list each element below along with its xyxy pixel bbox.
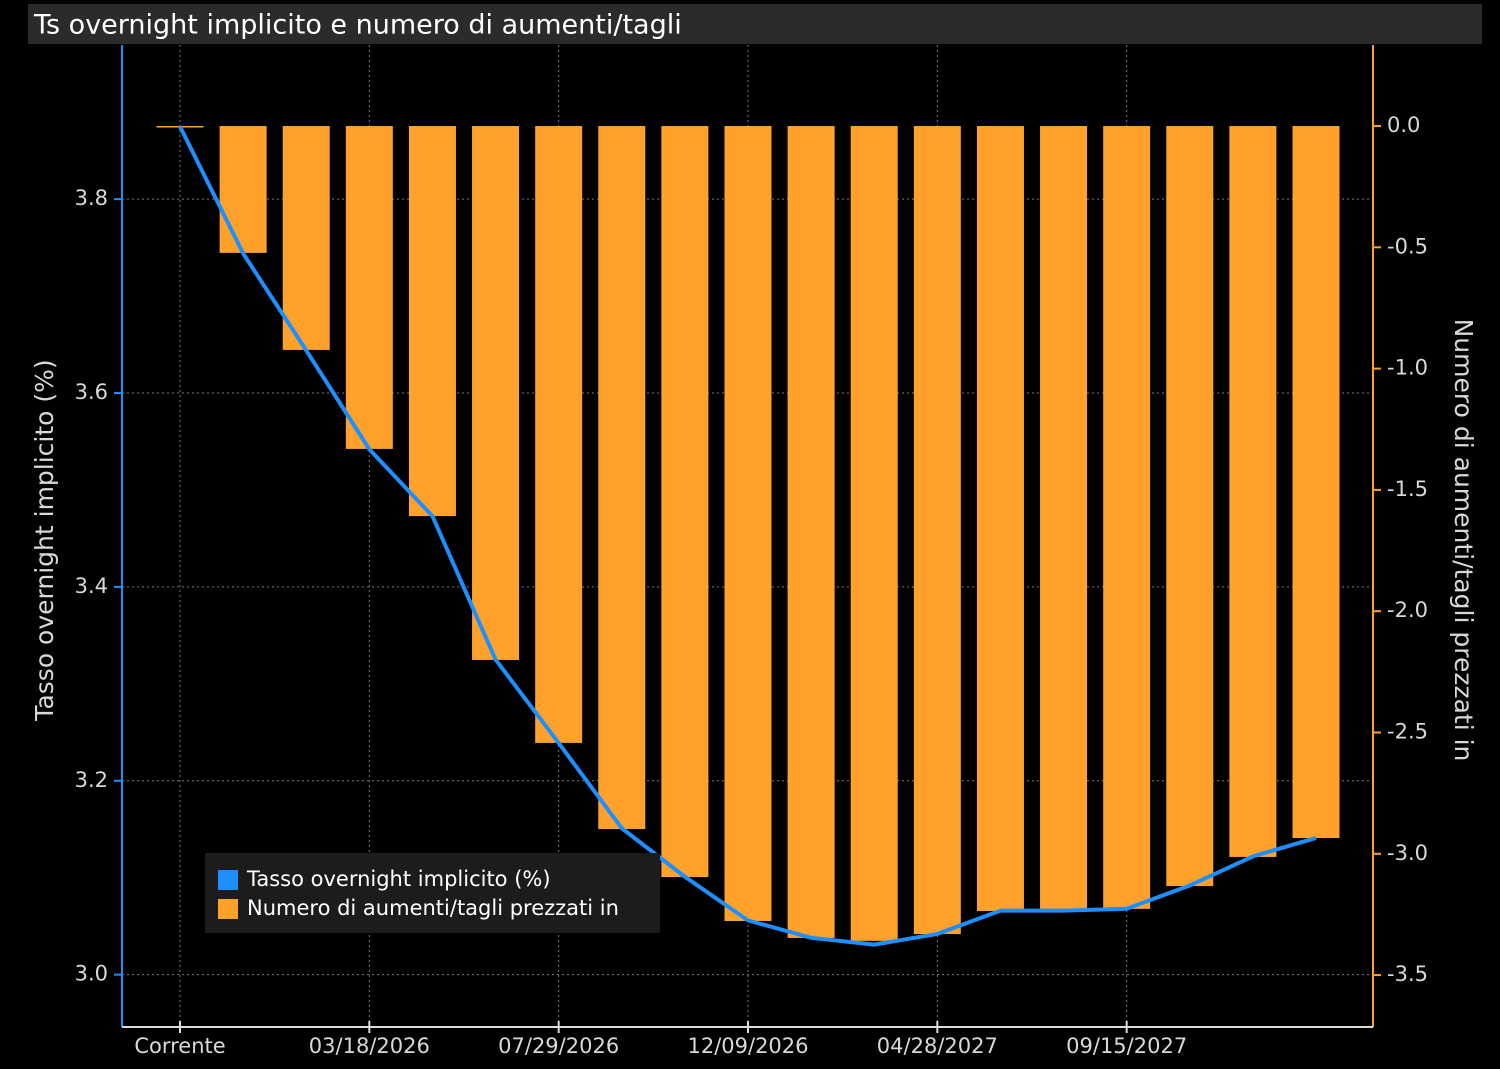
y2-tick-label: -1.0 [1387, 356, 1428, 380]
chart-title: Ts overnight implicito e numero di aumen… [33, 10, 682, 41]
bar [282, 126, 330, 350]
x-tick-label: 03/18/2026 [309, 1034, 430, 1058]
y-tick-label: 3.8 [75, 186, 108, 210]
y2-axis-label: Numero di aumenti/tagli prezzati in [1449, 319, 1478, 762]
bar [1166, 126, 1214, 887]
y-tick-label: 3.0 [75, 962, 108, 986]
bar [345, 126, 393, 449]
bar [598, 126, 646, 830]
title-bar [28, 4, 1482, 44]
y2-tick-label: -1.5 [1387, 477, 1428, 501]
bar [1040, 126, 1088, 909]
y2-tick-label: 0.0 [1387, 113, 1420, 137]
x-tick-label: 07/29/2026 [498, 1034, 619, 1058]
y-tick-label: 3.6 [75, 380, 108, 404]
bar [724, 126, 772, 921]
y2-tick-label: -3.0 [1387, 841, 1428, 865]
bar [1229, 126, 1277, 857]
bar [913, 126, 961, 935]
bar [535, 126, 583, 743]
x-tick-label: 04/28/2027 [877, 1034, 998, 1058]
bar [787, 126, 835, 938]
y2-tick-label: -3.5 [1387, 962, 1428, 986]
bar [1292, 126, 1340, 839]
legend-label: Tasso overnight implicito (%) [246, 867, 551, 891]
bar [850, 126, 898, 941]
bar [219, 126, 267, 253]
legend-swatch [218, 870, 238, 890]
y2-tick-label: -0.5 [1387, 234, 1428, 258]
legend-label: Numero di aumenti/tagli prezzati in [247, 896, 619, 920]
legend: Tasso overnight implicito (%) Numero di a… [205, 853, 660, 933]
y2-tick-label: -2.0 [1387, 598, 1428, 622]
x-tick-label: 09/15/2027 [1066, 1034, 1187, 1058]
bar [472, 126, 520, 660]
bar [976, 126, 1024, 912]
y-tick-label: 3.4 [75, 574, 108, 598]
x-tick-label: Corrente [134, 1034, 225, 1058]
bar [1103, 126, 1151, 909]
y2-tick-label: -2.5 [1387, 719, 1428, 743]
bar [661, 126, 709, 878]
legend-swatch [218, 899, 238, 919]
y-axis-label: Tasso overnight implicito (%) [30, 359, 59, 721]
legend-box [205, 853, 660, 933]
line [178, 125, 1317, 947]
bar [408, 126, 456, 517]
y-tick-label: 3.2 [75, 768, 108, 792]
x-tick-label: 12/09/2026 [687, 1034, 808, 1058]
